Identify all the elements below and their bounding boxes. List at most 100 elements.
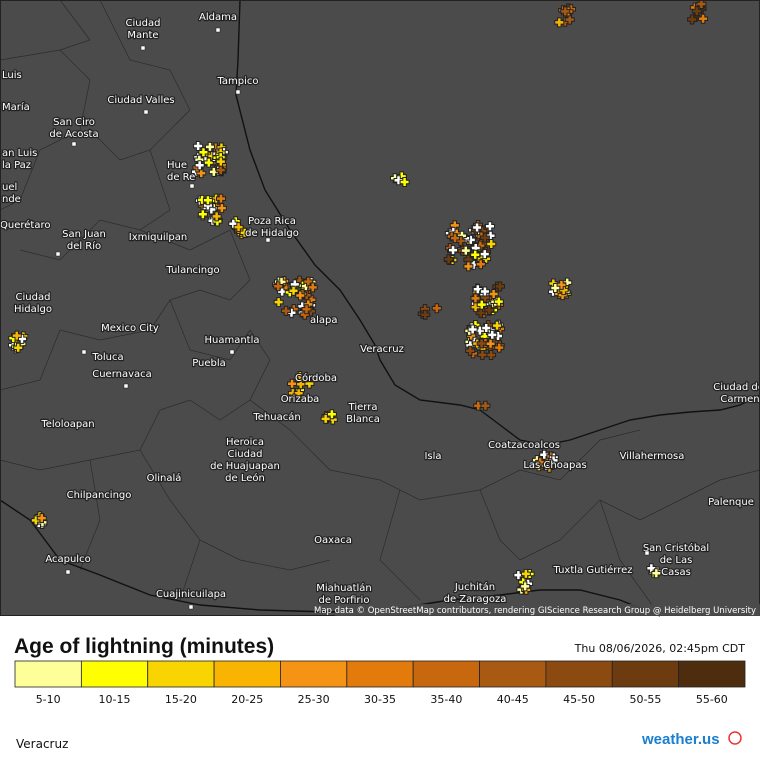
lightning-strike [288, 379, 297, 388]
city-label: de Zaragoza [444, 594, 507, 605]
map-background [0, 0, 760, 616]
lightning-strike [485, 306, 494, 315]
city-label: Córdoba [295, 372, 337, 384]
lightning-strike [555, 18, 564, 27]
legend-label: 40-45 [497, 693, 529, 706]
legend-label: 45-50 [563, 693, 595, 706]
city-label: de Acosta [49, 129, 98, 140]
lightning-strike [432, 304, 441, 313]
lightning-strike [466, 346, 475, 355]
city-marker [71, 141, 77, 147]
city-label: Teloloapan [40, 419, 94, 430]
timestamp: Thu 08/06/2026, 02:45pm CDT [574, 642, 746, 655]
lightning-strike [468, 325, 477, 334]
city-label: Ciudad del [713, 382, 760, 393]
city-label: Heroica [226, 437, 264, 448]
lightning-strike [536, 458, 545, 467]
city-label: Miahuatlán [316, 582, 372, 594]
city-label: Veracruz [360, 344, 404, 355]
lightning-strike [289, 286, 298, 295]
city-label: Cuajinicuilapa [156, 589, 226, 600]
city-label: Ciudad Valles [107, 95, 174, 106]
city-label: Casas [661, 567, 691, 578]
lightning-strike [204, 158, 213, 167]
lightning-strike [485, 222, 494, 231]
lightning-strike [449, 246, 458, 255]
lightning-strike [473, 223, 482, 232]
lightning-strike [444, 255, 453, 264]
lightning-strike [400, 178, 409, 187]
city-marker [189, 183, 195, 189]
lightning-strike [464, 262, 473, 271]
lightning-strike [304, 277, 313, 286]
legend-swatch [14, 660, 82, 688]
lightning-strike [549, 456, 558, 465]
city-label: Acapulco [45, 554, 90, 565]
city-marker [215, 27, 221, 33]
lightning-strike [240, 228, 249, 237]
lightning-strike [487, 350, 496, 359]
lightning-strike [274, 298, 283, 307]
city-label: Huamantla [204, 335, 259, 346]
city-label: Cuernavaca [92, 369, 152, 380]
legend-label: 25-30 [298, 693, 330, 706]
lightning-strike [37, 514, 46, 523]
city-marker [65, 569, 71, 575]
city-label: Ciudad [126, 18, 161, 29]
city-label: Chilpancingo [67, 490, 132, 501]
city-label: Coatzacoalcos [488, 440, 560, 451]
lightning-strike [521, 569, 530, 578]
lightning-strike [421, 310, 430, 319]
legend-label: 35-40 [430, 693, 462, 706]
lightning-strikes [8, 0, 709, 595]
lightning-strike [480, 287, 489, 296]
city-label: Mexico City [101, 323, 159, 334]
city-label: Juchitán [454, 581, 495, 593]
lightning-strike [302, 305, 311, 314]
city-label: de Porfirio [319, 595, 370, 606]
lightning-strike [487, 239, 496, 248]
lightning-strike [565, 15, 574, 24]
city-marker [55, 251, 61, 257]
city-label: de Hidalgo [245, 228, 299, 239]
legend-label: 55-60 [696, 693, 728, 706]
lightning-strike [461, 246, 470, 255]
pacific-coastline [0, 499, 661, 617]
lightning-strike [561, 7, 570, 16]
coastline [235, 0, 760, 446]
lightning-strike [477, 339, 486, 348]
lightning-strike [14, 343, 23, 352]
legend: 5-10 10-15 15-20 20-25 25-30 30-35 35-40 40-45 4… [14, 660, 746, 706]
city-marker [143, 109, 149, 115]
city-label: Tulancingo [165, 265, 219, 276]
lightning-strike [471, 294, 480, 303]
lightning-strike [295, 371, 304, 380]
city-label: del Río [67, 240, 101, 252]
lightning-strike [217, 204, 226, 213]
lightning-strike [557, 280, 566, 289]
lightning-strike [495, 343, 504, 352]
lightning-strike [217, 194, 226, 203]
lightning-strike [296, 291, 305, 300]
city-label: Luis [2, 70, 22, 81]
city-label: Oaxaca [314, 535, 352, 546]
city-label: Palenque [708, 497, 754, 508]
city-label: uel [2, 182, 17, 193]
lightning-strike [647, 564, 656, 573]
city-label: Hue [167, 160, 187, 171]
logo-icon [728, 731, 742, 745]
lightning-strike [699, 14, 708, 23]
legend-swatch [412, 660, 480, 688]
city-label: Hidalgo [14, 304, 52, 315]
city-label: de Huajuapan [210, 461, 280, 472]
city-marker [123, 383, 129, 389]
state-borders [0, 0, 760, 617]
lightning-strike [688, 15, 697, 24]
legend-label: 5-10 [36, 693, 61, 706]
attribution-background [335, 604, 760, 616]
city-label: Carmen [720, 394, 759, 405]
legend-swatch [678, 660, 746, 688]
lightning-strike [195, 161, 204, 170]
lightning-strike [197, 169, 206, 178]
lightning-strike [294, 389, 303, 398]
